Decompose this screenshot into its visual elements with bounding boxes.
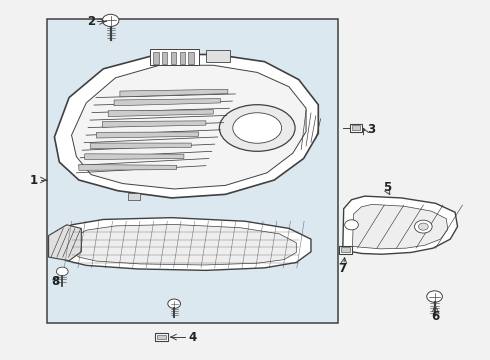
Polygon shape [352,204,448,249]
Text: 2: 2 [87,15,95,28]
Ellipse shape [233,113,282,143]
Bar [153,51,159,64]
Bar [128,193,140,200]
Polygon shape [120,89,228,97]
Circle shape [415,220,432,233]
Polygon shape [108,110,213,117]
Bar [155,333,168,341]
Bar [350,124,362,132]
Text: 3: 3 [367,123,375,136]
Bar [179,51,185,64]
Polygon shape [54,54,318,198]
Bar [157,335,166,339]
Bar [171,51,176,64]
Bar [188,51,194,64]
Bar [162,51,167,64]
Polygon shape [72,65,306,189]
Bar [150,49,198,65]
Polygon shape [343,196,458,254]
Circle shape [102,14,119,27]
Bar [206,50,230,62]
Text: 1: 1 [30,174,38,186]
Circle shape [344,220,358,230]
Polygon shape [79,165,176,170]
Bar [352,125,360,130]
Polygon shape [85,154,184,159]
Polygon shape [97,132,198,138]
Polygon shape [72,225,296,265]
Text: 5: 5 [383,181,391,194]
Bar [341,247,349,252]
Polygon shape [57,218,311,270]
Text: 7: 7 [339,262,347,275]
Text: 6: 6 [431,310,440,324]
Circle shape [168,299,180,309]
Text: 4: 4 [189,330,197,343]
Circle shape [427,291,442,302]
Bar [47,19,338,323]
Bar [339,246,351,253]
Ellipse shape [220,105,295,151]
Circle shape [418,223,428,230]
Polygon shape [91,143,191,149]
Polygon shape [114,99,220,106]
Text: 8: 8 [51,275,60,288]
Circle shape [56,267,68,276]
Polygon shape [102,121,206,127]
Polygon shape [49,225,81,261]
